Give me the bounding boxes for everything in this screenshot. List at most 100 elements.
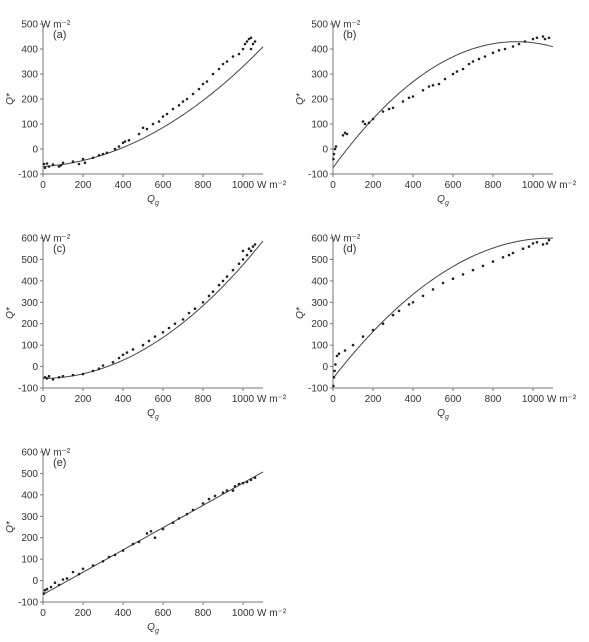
data-point <box>249 249 253 253</box>
data-point <box>333 369 336 373</box>
data-point <box>343 131 347 135</box>
data-point <box>43 588 47 592</box>
data-point <box>97 154 101 157</box>
y-tick-label: 600 <box>21 234 38 245</box>
data-point <box>523 40 527 43</box>
y-tick-label: 600 <box>21 448 38 459</box>
data-point <box>249 36 253 40</box>
data-point <box>451 277 455 281</box>
data-point <box>397 309 401 313</box>
data-point <box>243 42 247 46</box>
data-point <box>47 165 51 168</box>
x-unit-label: W m⁻² <box>257 180 287 191</box>
data-point <box>221 279 225 283</box>
data-point <box>51 163 55 166</box>
data-point <box>481 264 485 268</box>
data-point <box>185 97 189 101</box>
data-point <box>531 242 535 245</box>
data-point <box>501 255 505 259</box>
data-point <box>491 51 495 55</box>
data-point <box>247 37 251 41</box>
panel-label: (e) <box>53 457 66 469</box>
y-axis-title: Q* <box>5 520 16 533</box>
data-point <box>391 313 395 317</box>
y-tick-label: 400 <box>311 45 328 56</box>
y-tick-label: 400 <box>21 45 38 56</box>
data-point <box>247 247 251 250</box>
data-point <box>77 162 81 166</box>
data-point <box>387 107 391 111</box>
data-point <box>217 67 221 71</box>
data-point <box>191 92 195 96</box>
data-point <box>107 555 111 559</box>
data-point <box>123 140 127 143</box>
y-tick-label: 0 <box>32 145 38 156</box>
data-point <box>117 356 121 360</box>
x-tick-label: 600 <box>155 394 172 405</box>
x-tick-label: 400 <box>115 608 132 619</box>
data-point <box>371 328 375 332</box>
data-point <box>507 253 511 257</box>
data-point <box>334 145 338 148</box>
data-point <box>131 348 135 351</box>
data-point <box>42 592 46 595</box>
panel-label: (b) <box>343 29 356 41</box>
data-point <box>517 42 521 46</box>
x-tick-label: 400 <box>115 180 132 191</box>
data-point <box>253 40 257 43</box>
data-point <box>471 60 475 63</box>
data-point <box>401 100 405 103</box>
data-point <box>149 530 153 533</box>
data-point <box>127 139 131 142</box>
y-tick-label: 500 <box>21 20 38 31</box>
data-point <box>361 120 365 123</box>
x-tick-label: 200 <box>365 180 382 191</box>
data-point <box>105 151 109 155</box>
data-point <box>171 521 175 524</box>
x-axis-title: Qg <box>437 408 449 421</box>
data-point <box>367 121 371 125</box>
y-tick-label: 400 <box>311 276 328 287</box>
data-point <box>201 502 205 505</box>
data-point <box>201 82 205 86</box>
data-point <box>547 36 551 40</box>
data-point <box>334 363 337 366</box>
x-tick-label: 800 <box>485 394 502 405</box>
data-point <box>337 352 341 356</box>
data-point <box>371 117 375 121</box>
y-tick-label: -100 <box>18 384 38 395</box>
data-point <box>471 268 475 272</box>
data-point <box>161 527 165 531</box>
data-point <box>43 166 47 170</box>
data-point <box>113 147 117 151</box>
data-point <box>427 85 431 88</box>
data-point <box>131 542 135 546</box>
data-point <box>83 161 87 165</box>
data-point <box>42 162 46 166</box>
y-tick-label: 100 <box>311 341 328 352</box>
data-point <box>141 126 145 130</box>
fit-curve <box>332 41 554 169</box>
y-tick-label: 200 <box>21 319 38 330</box>
data-point <box>77 572 81 576</box>
y-tick-label: 100 <box>21 555 38 566</box>
data-point <box>187 311 191 315</box>
x-axis-title: Qg <box>147 408 159 421</box>
data-point <box>137 540 141 544</box>
data-point <box>45 162 49 165</box>
x-tick-label: 800 <box>195 394 212 405</box>
data-point <box>421 89 425 92</box>
data-point <box>121 141 125 145</box>
data-point <box>205 80 209 83</box>
data-point <box>181 318 185 321</box>
data-point <box>121 353 125 357</box>
y-tick-label: 100 <box>311 120 328 131</box>
data-point <box>381 110 385 113</box>
data-point <box>71 570 75 574</box>
data-point <box>343 349 347 352</box>
data-point <box>145 532 149 535</box>
data-point <box>503 47 507 51</box>
data-point <box>45 587 49 591</box>
x-tick-label: 400 <box>115 394 132 405</box>
